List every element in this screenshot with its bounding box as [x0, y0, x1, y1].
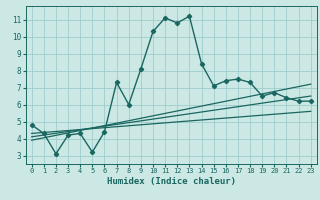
X-axis label: Humidex (Indice chaleur): Humidex (Indice chaleur) — [107, 177, 236, 186]
